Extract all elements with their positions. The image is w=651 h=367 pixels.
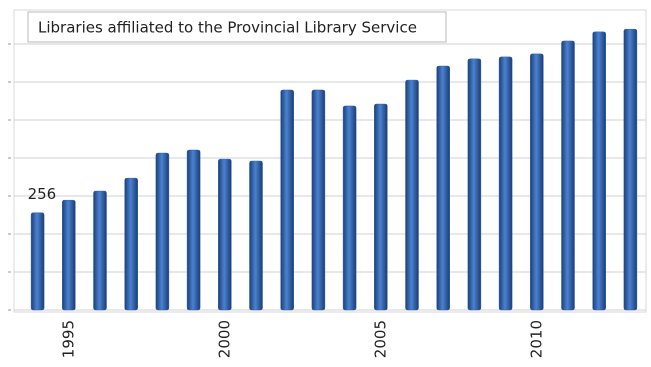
- bar: [62, 199, 76, 311]
- bar: [530, 53, 544, 311]
- bar: [623, 28, 638, 311]
- plot-area: [13, 9, 647, 313]
- x-tick-label: 2000: [215, 320, 233, 358]
- x-tick-label: 2010: [527, 320, 545, 358]
- bar: [311, 89, 326, 311]
- bar: [467, 58, 482, 311]
- bar: [280, 89, 294, 311]
- bar: [498, 56, 513, 311]
- x-tick-label: 1995: [59, 320, 77, 358]
- x-tick-label: 2005: [371, 320, 389, 358]
- bar: [155, 152, 170, 311]
- bar: [436, 65, 450, 311]
- bar: [405, 79, 419, 311]
- bar: [218, 158, 232, 311]
- bar: [374, 103, 388, 311]
- bar: [30, 212, 45, 311]
- bar: [342, 105, 357, 311]
- bar: [124, 177, 138, 311]
- bar: [561, 40, 575, 311]
- bar: [186, 149, 201, 311]
- data-label: 256: [28, 185, 57, 203]
- chart-title: Libraries affiliated to the Provincial L…: [38, 19, 417, 37]
- bar: [592, 31, 606, 311]
- bar: [249, 160, 263, 311]
- bar: [93, 190, 107, 311]
- title-box: [27, 11, 447, 43]
